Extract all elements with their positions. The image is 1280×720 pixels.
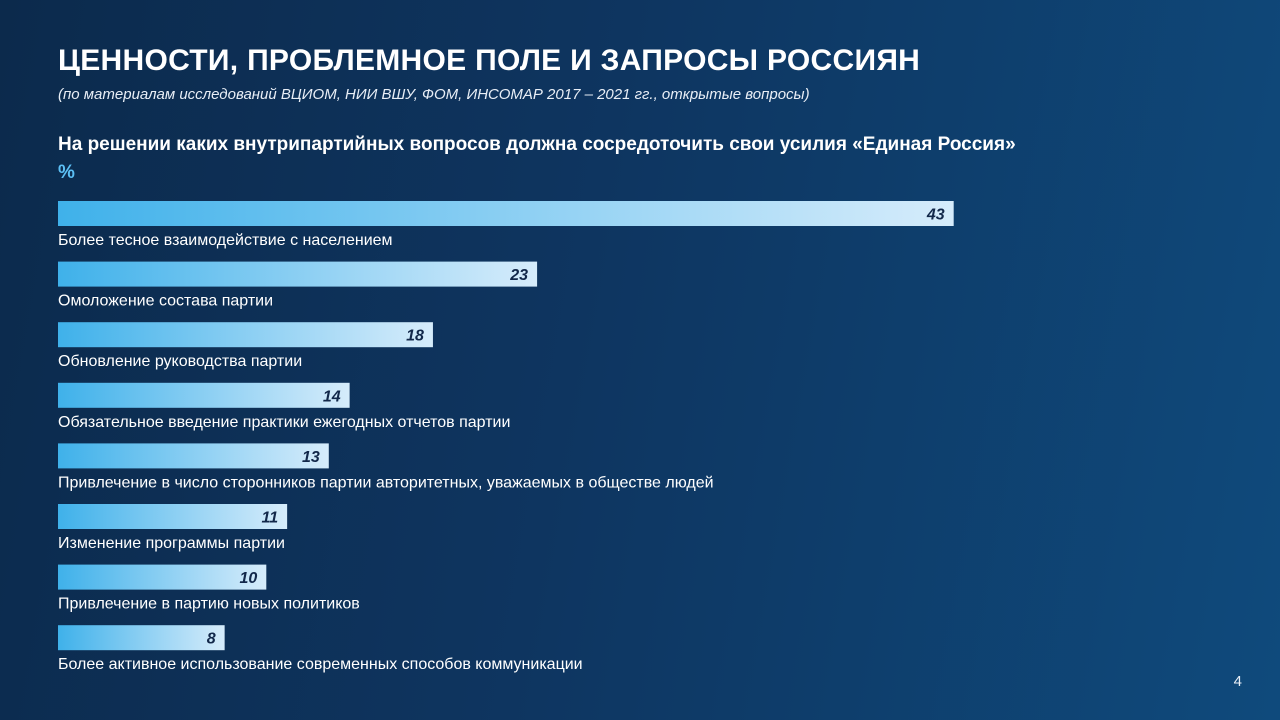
category-label: Обязательное введение практики ежегодных… [58, 414, 510, 431]
bar-value-label: 43 [926, 207, 945, 224]
bar-value-label: 14 [323, 388, 341, 405]
category-label: Омоложение состава партии [58, 293, 273, 310]
category-label: Привлечение в партию новых политиков [58, 596, 360, 613]
category-label: Привлечение в число сторонников партии а… [58, 474, 714, 491]
bar-value-label: 13 [302, 449, 320, 466]
bar-value-label: 8 [207, 631, 216, 648]
category-label: Более активное использование современных… [58, 656, 583, 673]
bar [58, 504, 288, 529]
category-label: Обновление руководства партии [58, 353, 302, 370]
bar-value-label: 10 [240, 570, 258, 587]
bar [58, 201, 954, 226]
chart-title: На решении каких внутрипартийных вопросо… [58, 134, 1016, 155]
bar [58, 261, 538, 287]
bar [58, 625, 225, 651]
page-number: 4 [1233, 673, 1242, 690]
page-title: ЦЕННОСТИ, ПРОБЛЕМНОЕ ПОЛЕ И ЗАПРОСЫ РОСС… [58, 44, 921, 77]
chart-unit: % [58, 162, 75, 183]
bar [58, 443, 329, 469]
bar-value-label: 18 [406, 328, 424, 345]
category-label: Изменение программы партии [58, 535, 285, 552]
bar [58, 322, 433, 348]
bar-value-label: 23 [509, 267, 528, 284]
bar [58, 382, 350, 408]
bar [58, 564, 267, 590]
bar-value-label: 11 [262, 510, 279, 527]
category-label: Более тесное взаимодействие с населением [58, 232, 393, 249]
page-subtitle: (по материалам исследований ВЦИОМ, НИИ В… [58, 86, 810, 103]
